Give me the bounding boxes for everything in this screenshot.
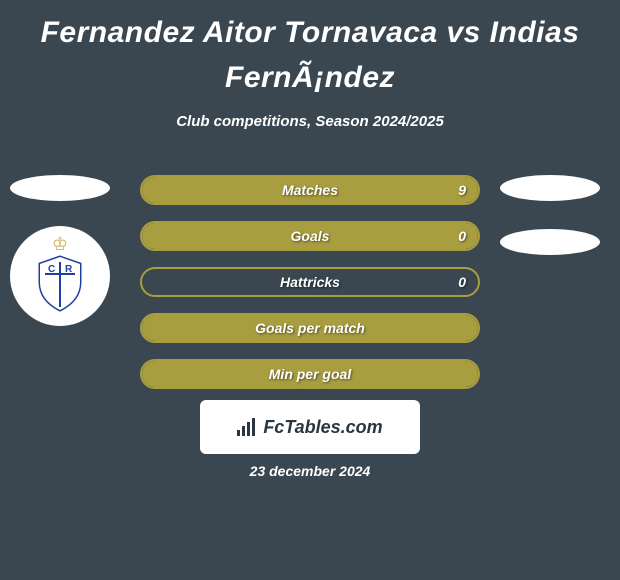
stat-bar-goals: Goals 0 [140, 221, 480, 251]
comparison-title: Fernandez Aitor Tornavaca vs Indias Fern… [0, 0, 620, 105]
stat-label-min-per-goal: Min per goal [269, 366, 351, 382]
svg-text:R: R [65, 264, 73, 275]
fctables-badge[interactable]: FcTables.com [200, 400, 420, 454]
stat-value-hattricks: 0 [458, 274, 466, 290]
chart-icon [237, 418, 257, 436]
subtitle: Club competitions, Season 2024/2025 [0, 113, 620, 130]
stat-bar-hattricks: Hattricks 0 [140, 267, 480, 297]
stat-value-goals: 0 [458, 228, 466, 244]
shield-icon: C R [35, 252, 85, 312]
svg-text:C: C [48, 264, 55, 275]
stat-label-goals-per-match: Goals per match [255, 320, 365, 336]
stat-label-matches: Matches [282, 182, 338, 198]
date-text: 23 december 2024 [0, 463, 620, 479]
player-left-name-badge [10, 175, 110, 201]
player-left-section: ♔ C R [10, 175, 110, 326]
crown-icon: ♔ [52, 234, 68, 255]
stat-bar-goals-per-match: Goals per match [140, 313, 480, 343]
player-right-club-badge [500, 229, 600, 255]
stat-bar-matches: Matches 9 [140, 175, 480, 205]
fctables-label: FcTables.com [263, 417, 382, 438]
player-right-section [500, 175, 600, 255]
player-right-name-badge [500, 175, 600, 201]
club-badge-left: ♔ C R [10, 226, 110, 326]
stat-label-hattricks: Hattricks [280, 274, 340, 290]
stat-label-goals: Goals [291, 228, 330, 244]
stat-value-matches: 9 [458, 182, 466, 198]
stat-bar-min-per-goal: Min per goal [140, 359, 480, 389]
stats-container: Matches 9 Goals 0 Hattricks 0 Goals per … [140, 175, 480, 405]
